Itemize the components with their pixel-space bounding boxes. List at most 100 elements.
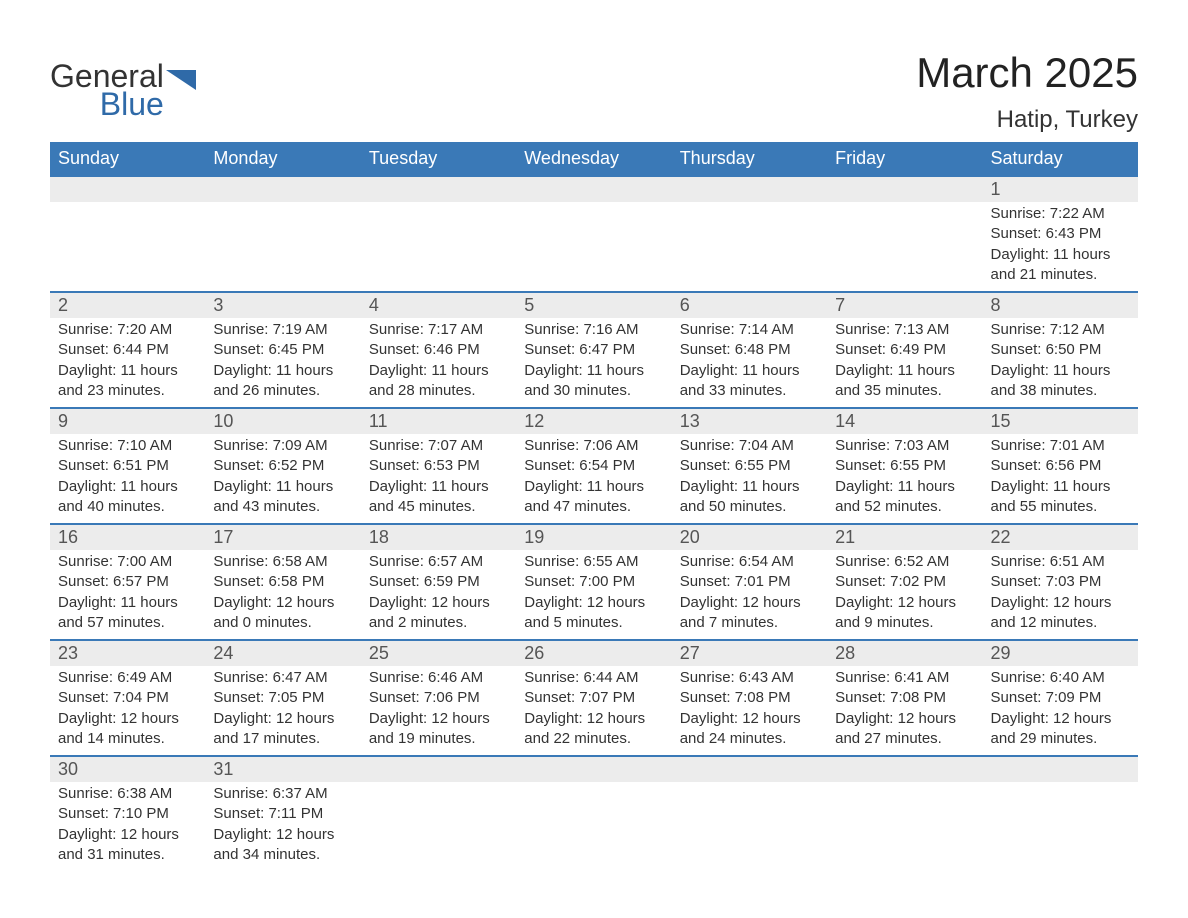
day-sunset: Sunset: 7:08 PM (680, 688, 819, 708)
day-number-cell: 15 (983, 408, 1138, 434)
day-details: Sunrise: 7:19 AMSunset: 6:45 PMDaylight:… (205, 318, 360, 407)
day-number-cell: 2 (50, 292, 205, 318)
day-sunset: Sunset: 7:06 PM (369, 688, 508, 708)
day-sunset: Sunset: 7:09 PM (991, 688, 1130, 708)
day-day2: and 28 minutes. (369, 381, 508, 401)
day-details: Sunrise: 6:47 AMSunset: 7:05 PMDaylight:… (205, 666, 360, 755)
day-data-cell: Sunrise: 6:55 AMSunset: 7:00 PMDaylight:… (516, 550, 671, 640)
day-day2: and 47 minutes. (524, 497, 663, 517)
day-day1: Daylight: 12 hours (991, 709, 1130, 729)
day-sunset: Sunset: 6:54 PM (524, 456, 663, 476)
day-number-cell (827, 176, 982, 202)
day-sunset: Sunset: 7:11 PM (213, 804, 352, 824)
day-sunrise: Sunrise: 7:04 AM (680, 436, 819, 456)
day-number-cell: 7 (827, 292, 982, 318)
day-details: Sunrise: 6:46 AMSunset: 7:06 PMDaylight:… (361, 666, 516, 755)
day-number-cell (672, 756, 827, 782)
day-number-cell: 28 (827, 640, 982, 666)
day-day2: and 33 minutes. (680, 381, 819, 401)
day-sunset: Sunset: 6:48 PM (680, 340, 819, 360)
day-sunset: Sunset: 6:47 PM (524, 340, 663, 360)
day-data-cell: Sunrise: 6:46 AMSunset: 7:06 PMDaylight:… (361, 666, 516, 756)
day-details: Sunrise: 6:57 AMSunset: 6:59 PMDaylight:… (361, 550, 516, 639)
day-details: Sunrise: 7:01 AMSunset: 6:56 PMDaylight:… (983, 434, 1138, 523)
day-number: 22 (983, 525, 1138, 550)
day-number-cell: 18 (361, 524, 516, 550)
day-sunset: Sunset: 6:49 PM (835, 340, 974, 360)
week-daynum-row: 9101112131415 (50, 408, 1138, 434)
day-details: Sunrise: 7:13 AMSunset: 6:49 PMDaylight:… (827, 318, 982, 407)
day-data-cell: Sunrise: 6:49 AMSunset: 7:04 PMDaylight:… (50, 666, 205, 756)
day-data-cell: Sunrise: 6:43 AMSunset: 7:08 PMDaylight:… (672, 666, 827, 756)
day-sunset: Sunset: 7:08 PM (835, 688, 974, 708)
day-number: 1 (983, 177, 1138, 202)
day-sunrise: Sunrise: 7:13 AM (835, 320, 974, 340)
day-number: 8 (983, 293, 1138, 318)
day-number: 7 (827, 293, 982, 318)
day-number-cell: 5 (516, 292, 671, 318)
day-sunrise: Sunrise: 7:03 AM (835, 436, 974, 456)
day-day2: and 21 minutes. (991, 265, 1130, 285)
day-sunrise: Sunrise: 6:46 AM (369, 668, 508, 688)
day-number: 27 (672, 641, 827, 666)
weekday-header: Saturday (983, 142, 1138, 176)
day-data-cell: Sunrise: 6:51 AMSunset: 7:03 PMDaylight:… (983, 550, 1138, 640)
day-number-cell (827, 756, 982, 782)
day-day1: Daylight: 11 hours (58, 477, 197, 497)
day-data-cell (983, 782, 1138, 871)
day-number: 26 (516, 641, 671, 666)
day-data-cell (50, 202, 205, 292)
day-data-cell: Sunrise: 7:06 AMSunset: 6:54 PMDaylight:… (516, 434, 671, 524)
day-sunrise: Sunrise: 6:43 AM (680, 668, 819, 688)
day-sunset: Sunset: 6:44 PM (58, 340, 197, 360)
day-number-cell: 11 (361, 408, 516, 434)
day-data-cell (672, 202, 827, 292)
day-details: Sunrise: 6:38 AMSunset: 7:10 PMDaylight:… (50, 782, 205, 871)
day-data-cell (672, 782, 827, 871)
day-day1: Daylight: 11 hours (680, 477, 819, 497)
day-day1: Daylight: 12 hours (58, 825, 197, 845)
day-details: Sunrise: 6:54 AMSunset: 7:01 PMDaylight:… (672, 550, 827, 639)
day-day1: Daylight: 11 hours (524, 361, 663, 381)
day-sunset: Sunset: 7:01 PM (680, 572, 819, 592)
day-number: 3 (205, 293, 360, 318)
calendar-body: 1 Sunrise: 7:22 AMSunset: 6:43 PMDayligh… (50, 176, 1138, 871)
day-number-cell: 27 (672, 640, 827, 666)
day-details: Sunrise: 7:16 AMSunset: 6:47 PMDaylight:… (516, 318, 671, 407)
day-day1: Daylight: 12 hours (680, 593, 819, 613)
day-number: 9 (50, 409, 205, 434)
day-sunrise: Sunrise: 7:20 AM (58, 320, 197, 340)
week-daydata-row: Sunrise: 7:20 AMSunset: 6:44 PM Daylight:… (50, 318, 1138, 408)
day-sunrise: Sunrise: 6:47 AM (213, 668, 352, 688)
day-day1: Daylight: 12 hours (835, 593, 974, 613)
day-number: 6 (672, 293, 827, 318)
day-day2: and 35 minutes. (835, 381, 974, 401)
week-daynum-row: 2345678 (50, 292, 1138, 318)
day-day2: and 7 minutes. (680, 613, 819, 633)
day-day2: and 26 minutes. (213, 381, 352, 401)
day-data-cell: Sunrise: 6:47 AMSunset: 7:05 PMDaylight:… (205, 666, 360, 756)
day-day2: and 38 minutes. (991, 381, 1130, 401)
weekday-header: Sunday (50, 142, 205, 176)
day-day1: Daylight: 12 hours (58, 709, 197, 729)
day-details: Sunrise: 7:12 AMSunset: 6:50 PMDaylight:… (983, 318, 1138, 407)
day-day1: Daylight: 11 hours (835, 477, 974, 497)
day-day1: Daylight: 11 hours (680, 361, 819, 381)
day-day2: and 14 minutes. (58, 729, 197, 749)
day-data-cell: Sunrise: 7:19 AMSunset: 6:45 PMDaylight:… (205, 318, 360, 408)
day-number: 25 (361, 641, 516, 666)
day-sunrise: Sunrise: 6:49 AM (58, 668, 197, 688)
day-sunset: Sunset: 6:58 PM (213, 572, 352, 592)
day-day2: and 34 minutes. (213, 845, 352, 865)
day-data-cell: Sunrise: 6:40 AMSunset: 7:09 PMDaylight:… (983, 666, 1138, 756)
day-day2: and 2 minutes. (369, 613, 508, 633)
day-day1: Daylight: 12 hours (524, 709, 663, 729)
day-sunrise: Sunrise: 7:19 AM (213, 320, 352, 340)
day-day1: Daylight: 12 hours (524, 593, 663, 613)
day-day2: and 24 minutes. (680, 729, 819, 749)
day-number: 19 (516, 525, 671, 550)
day-number: 5 (516, 293, 671, 318)
day-day1: Daylight: 11 hours (991, 361, 1130, 381)
day-number-cell: 1 (983, 176, 1138, 202)
day-number: 4 (361, 293, 516, 318)
